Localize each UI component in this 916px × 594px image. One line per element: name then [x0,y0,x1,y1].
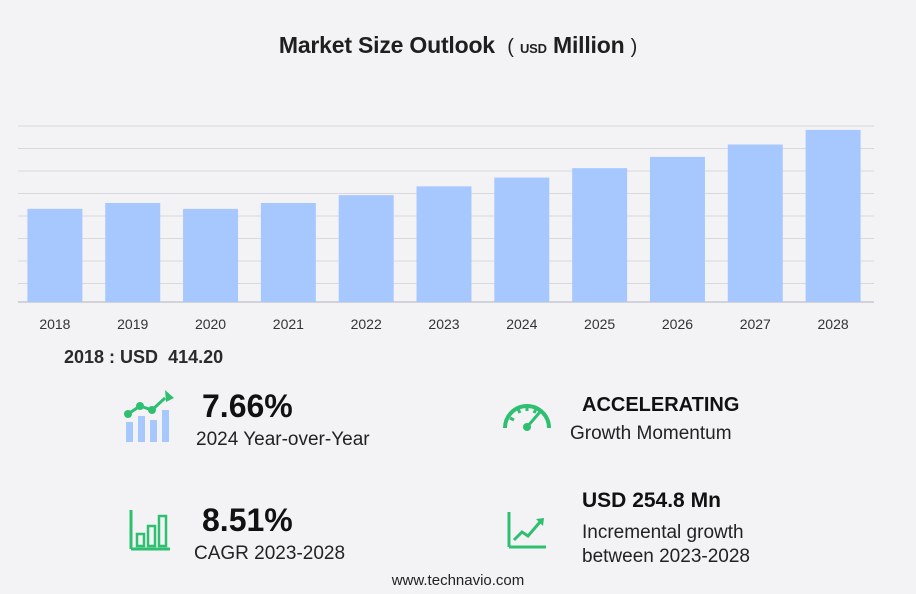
x-tick-label-2018: 2018 [39,316,70,332]
bar-2027 [727,144,783,302]
market-size-bar-chart: 2018 2019 2020 2021 2022 2023 2024 2025 2026 2027… [18,125,874,332]
yoy-label: 2024 Year-over-Year [196,429,370,450]
bar-chart-icon [129,510,170,551]
bar-2024 [494,177,550,302]
title-open-paren: ( [507,36,514,58]
title-close-paren: ) [630,36,638,58]
bar-2025 [572,168,628,302]
x-tick-label-2020: 2020 [195,316,226,332]
incremental-value: USD 254.8 Mn [582,489,721,513]
x-tick-label-2021: 2021 [273,316,304,332]
bar-2026 [649,156,705,302]
growth-chart-icon [124,390,174,442]
title-unit: USD [519,41,547,56]
bar-2028 [805,129,861,302]
x-tick-label-2022: 2022 [351,316,382,332]
bar-2019 [105,203,161,302]
title-main: Market Size Outlook [278,32,495,58]
x-tick-label-2025: 2025 [584,316,615,332]
bar-2020 [183,208,239,302]
bar-2021 [260,203,316,302]
momentum-label: Growth Momentum [570,423,732,444]
yoy-value: 7.66% [202,388,293,424]
x-tick-label-2028: 2028 [818,316,849,332]
title-unit-word: Million [553,32,625,58]
x-tick-label-2026: 2026 [662,316,693,332]
base-year-value: 2018 : USD 414.20 [64,347,223,368]
x-tick-label-2019: 2019 [117,316,148,332]
incremental-label-line2: between 2023-2028 [582,546,750,567]
incremental-label-line1: Incremental growth [582,522,744,543]
page-title: Market Size Outlook ( USD Million ) [0,32,916,59]
cagr-value: 8.51% [202,502,293,538]
x-tick-label-2024: 2024 [506,316,537,332]
bar-2023 [416,186,472,302]
line-trend-icon [507,512,546,549]
incremental-amount: 254.8 Mn [632,489,721,512]
x-tick-label-2027: 2027 [740,316,771,332]
momentum-value: ACCELERATING [582,394,740,416]
speedometer-icon [503,404,551,431]
base-year-amount: 414.20 [168,347,224,367]
footer-url: www.technavio.com [391,572,525,589]
bar-2022 [338,195,394,302]
bar-2018 [27,208,83,302]
x-tick-label-2023: 2023 [428,316,459,332]
cagr-label: CAGR 2023-2028 [194,543,346,564]
incremental-unit: USD [582,489,627,512]
base-year-label: 2018 : USD [64,347,159,367]
